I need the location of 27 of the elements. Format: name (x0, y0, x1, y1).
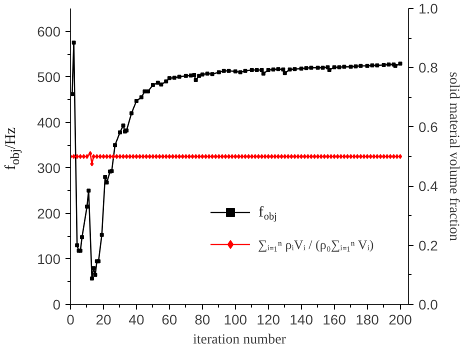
x-tick-label: 0 (66, 312, 75, 328)
y2-tick-label: 0.6 (418, 118, 438, 135)
x-tick-label: 120 (256, 312, 280, 328)
y-tick-label: 100 (37, 250, 61, 267)
y-tick-label: 600 (37, 23, 61, 40)
y-tick-label: 200 (37, 205, 61, 222)
y2-tick-label: 0.0 (418, 296, 438, 312)
y-tick-label: 500 (37, 68, 61, 85)
y2-tick-label: 0.2 (418, 237, 438, 254)
y2-tick-label: 0.4 (418, 178, 438, 194)
y-tick-label: 300 (37, 160, 61, 176)
x-tick-label: 160 (322, 312, 346, 328)
y-tick-label: 0 (52, 296, 61, 312)
x-tick-label: 80 (194, 312, 210, 328)
x-tick-label: 60 (162, 312, 178, 328)
y2-axis-title: solid material volume fraction (446, 72, 461, 242)
x-tick-label: 180 (356, 312, 380, 328)
legend-label: ∑ᵢ₌₁ⁿ ρᵢVᵢ / (ρ₀∑ᵢ₌₁ⁿ Vᵢ) (258, 236, 374, 254)
x-tick-label: 140 (290, 312, 314, 328)
y2-tick-label: 1.0 (418, 0, 438, 16)
x-tick-label: 200 (388, 312, 412, 328)
x-tick-label: 40 (128, 312, 144, 328)
y-tick-label: 400 (37, 114, 61, 130)
x-tick-label: 20 (96, 312, 112, 328)
x-tick-label: 100 (224, 312, 248, 328)
y2-tick-label: 0.8 (418, 60, 438, 76)
x-axis-title: iteration number (193, 332, 286, 348)
